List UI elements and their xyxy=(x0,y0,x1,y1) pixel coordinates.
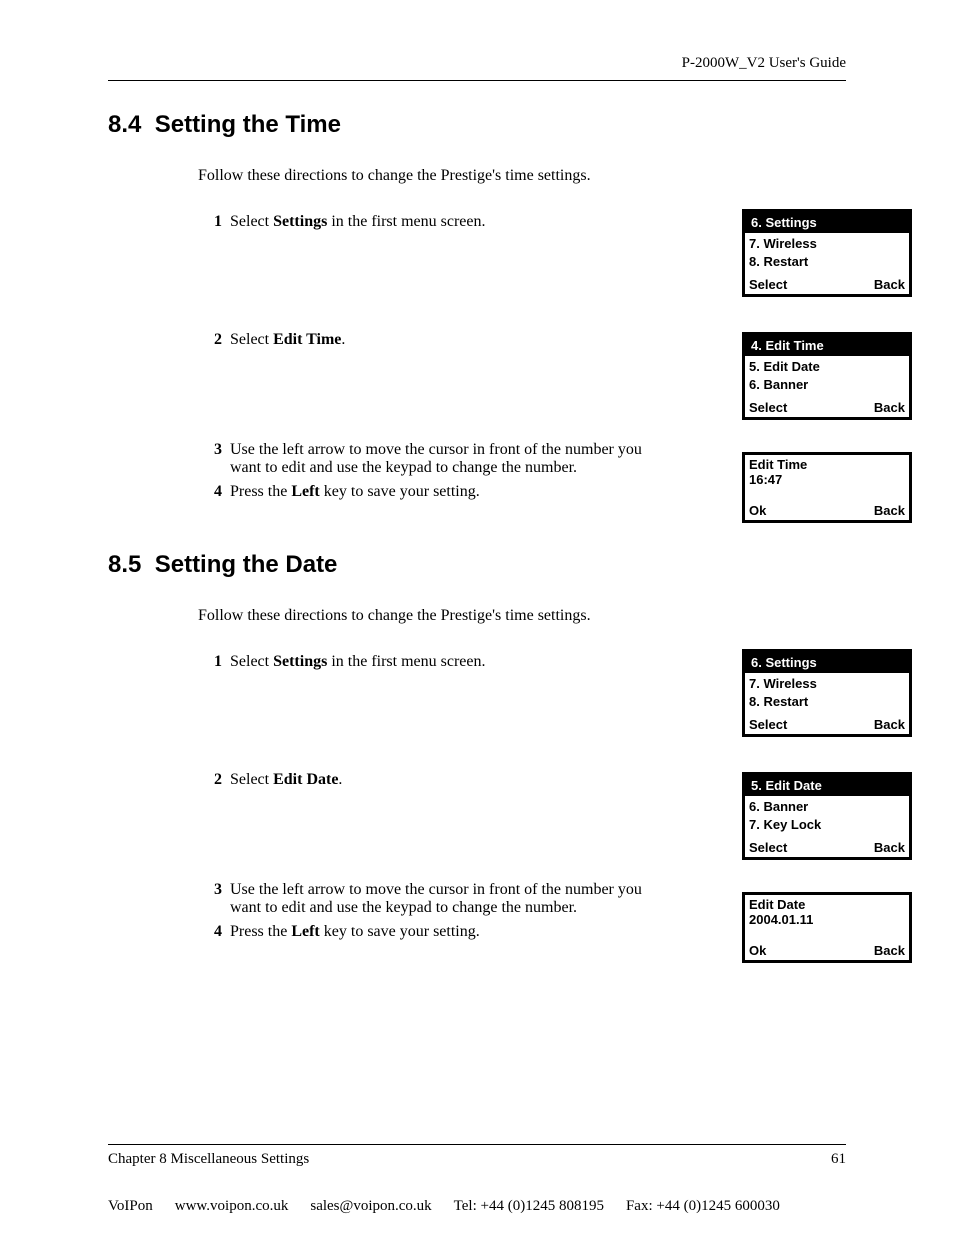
softkey-left: Select xyxy=(749,277,787,292)
step-3: 3 Use the left arrow to move the cursor … xyxy=(208,881,678,917)
step-number: 3 xyxy=(208,881,222,899)
softkey-right: Back xyxy=(874,840,905,855)
steps-time: 6. Settings 7. Wireless 8. Restart Selec… xyxy=(208,213,846,501)
phone-screen-time-value: Edit Time 16:47 Ok Back xyxy=(742,452,912,523)
step-number: 2 xyxy=(208,331,222,349)
section-intro: Follow these directions to change the Pr… xyxy=(198,607,846,625)
step-4: 4 Press the Left key to save your settin… xyxy=(208,483,678,501)
softkey-right: Back xyxy=(874,400,905,415)
step-text: . xyxy=(341,331,345,348)
chapter-label: Chapter 8 Miscellaneous Settings xyxy=(108,1151,309,1168)
step-text: in the first menu screen. xyxy=(327,213,485,230)
step-text: Use the left arrow to move the cursor in… xyxy=(230,881,642,898)
company-url: www.voipon.co.uk xyxy=(175,1198,289,1215)
phone-line: 8. Restart xyxy=(749,253,905,271)
phone-header: 4. Edit Time xyxy=(745,335,909,356)
step-2: 2 Select Edit Time. xyxy=(208,331,678,349)
phone-line: 5. Edit Date xyxy=(749,358,905,376)
softkey-left: Select xyxy=(749,717,787,732)
step-number: 1 xyxy=(208,213,222,231)
phone-line: 16:47 xyxy=(749,472,905,487)
phone-screen-edit-date: 5. Edit Date 6. Banner 7. Key Lock Selec… xyxy=(742,772,912,860)
phone-line: 2004.01.11 xyxy=(749,912,905,927)
step-text: key to save your setting. xyxy=(320,923,480,940)
phone-line: 7. Key Lock xyxy=(749,816,905,834)
section-heading-time: 8.4 Setting the Time xyxy=(108,111,846,139)
section-title: Setting the Date xyxy=(155,551,338,578)
step-bold: Settings xyxy=(273,213,327,230)
phone-header: 6. Settings xyxy=(745,212,909,233)
company-tel: Tel: +44 (0)1245 808195 xyxy=(454,1198,604,1215)
section-intro: Follow these directions to change the Pr… xyxy=(198,167,846,185)
step-text: Use the left arrow to move the cursor in… xyxy=(230,441,642,458)
step-number: 3 xyxy=(208,441,222,459)
softkey-left: Ok xyxy=(749,503,766,518)
section-number: 8.5 xyxy=(108,551,141,579)
company-email: sales@voipon.co.uk xyxy=(310,1198,431,1215)
step-2: 2 Select Edit Date. xyxy=(208,771,678,789)
page-footer: Chapter 8 Miscellaneous Settings 61 VoIP… xyxy=(0,1144,954,1235)
step-text: key to save your setting. xyxy=(320,483,480,500)
step-text: . xyxy=(338,771,342,788)
phone-screen-settings: 6. Settings 7. Wireless 8. Restart Selec… xyxy=(742,649,912,737)
step-bold: Left xyxy=(291,923,319,940)
step-text: in the first menu screen. xyxy=(327,653,485,670)
step-text: Select xyxy=(230,331,273,348)
company-name: VoIPon xyxy=(108,1198,153,1215)
step-number: 1 xyxy=(208,653,222,671)
step-4: 4 Press the Left key to save your settin… xyxy=(208,923,678,941)
phone-header: 5. Edit Date xyxy=(745,775,909,796)
step-text: Press the xyxy=(230,483,291,500)
phone-line: 7. Wireless xyxy=(749,675,905,693)
section-title: Setting the Time xyxy=(155,111,341,138)
phone-line: 8. Restart xyxy=(749,693,905,711)
section-number: 8.4 xyxy=(108,111,141,139)
phone-screen-edit-time: 4. Edit Time 5. Edit Date 6. Banner Sele… xyxy=(742,332,912,420)
step-3: 3 Use the left arrow to move the cursor … xyxy=(208,441,678,477)
company-fax: Fax: +44 (0)1245 600030 xyxy=(626,1198,780,1215)
step-text: Select xyxy=(230,213,273,230)
phone-screen-settings: 6. Settings 7. Wireless 8. Restart Selec… xyxy=(742,209,912,297)
section-heading-date: 8.5 Setting the Date xyxy=(108,551,846,579)
softkey-left: Ok xyxy=(749,943,766,958)
step-text: Press the xyxy=(230,923,291,940)
step-continuation: want to edit and use the keypad to chang… xyxy=(208,899,678,917)
phone-line: Edit Time xyxy=(749,457,905,472)
phone-line: 6. Banner xyxy=(749,798,905,816)
softkey-right: Back xyxy=(874,277,905,292)
page-number: 61 xyxy=(831,1151,846,1168)
step-bold: Edit Time xyxy=(273,331,341,348)
step-bold: Left xyxy=(291,483,319,500)
step-text: Select xyxy=(230,653,273,670)
phone-screen-date-value: Edit Date 2004.01.11 Ok Back xyxy=(742,892,912,963)
softkey-right: Back xyxy=(874,503,905,518)
step-text: Select xyxy=(230,771,273,788)
softkey-left: Select xyxy=(749,840,787,855)
step-number: 4 xyxy=(208,923,222,941)
softkey-right: Back xyxy=(874,943,905,958)
phone-header: 6. Settings xyxy=(745,652,909,673)
steps-date: 6. Settings 7. Wireless 8. Restart Selec… xyxy=(208,653,846,941)
softkey-left: Select xyxy=(749,400,787,415)
phone-line: 7. Wireless xyxy=(749,235,905,253)
step-1: 1 Select Settings in the first menu scre… xyxy=(208,653,678,671)
step-continuation: want to edit and use the keypad to chang… xyxy=(208,459,678,477)
document-header: P-2000W_V2 User's Guide xyxy=(108,55,846,81)
softkey-right: Back xyxy=(874,717,905,732)
step-number: 2 xyxy=(208,771,222,789)
phone-line: 6. Banner xyxy=(749,376,905,394)
phone-line: Edit Date xyxy=(749,897,905,912)
step-bold: Edit Date xyxy=(273,771,338,788)
step-number: 4 xyxy=(208,483,222,501)
step-1: 1 Select Settings in the first menu scre… xyxy=(208,213,678,231)
step-bold: Settings xyxy=(273,653,327,670)
